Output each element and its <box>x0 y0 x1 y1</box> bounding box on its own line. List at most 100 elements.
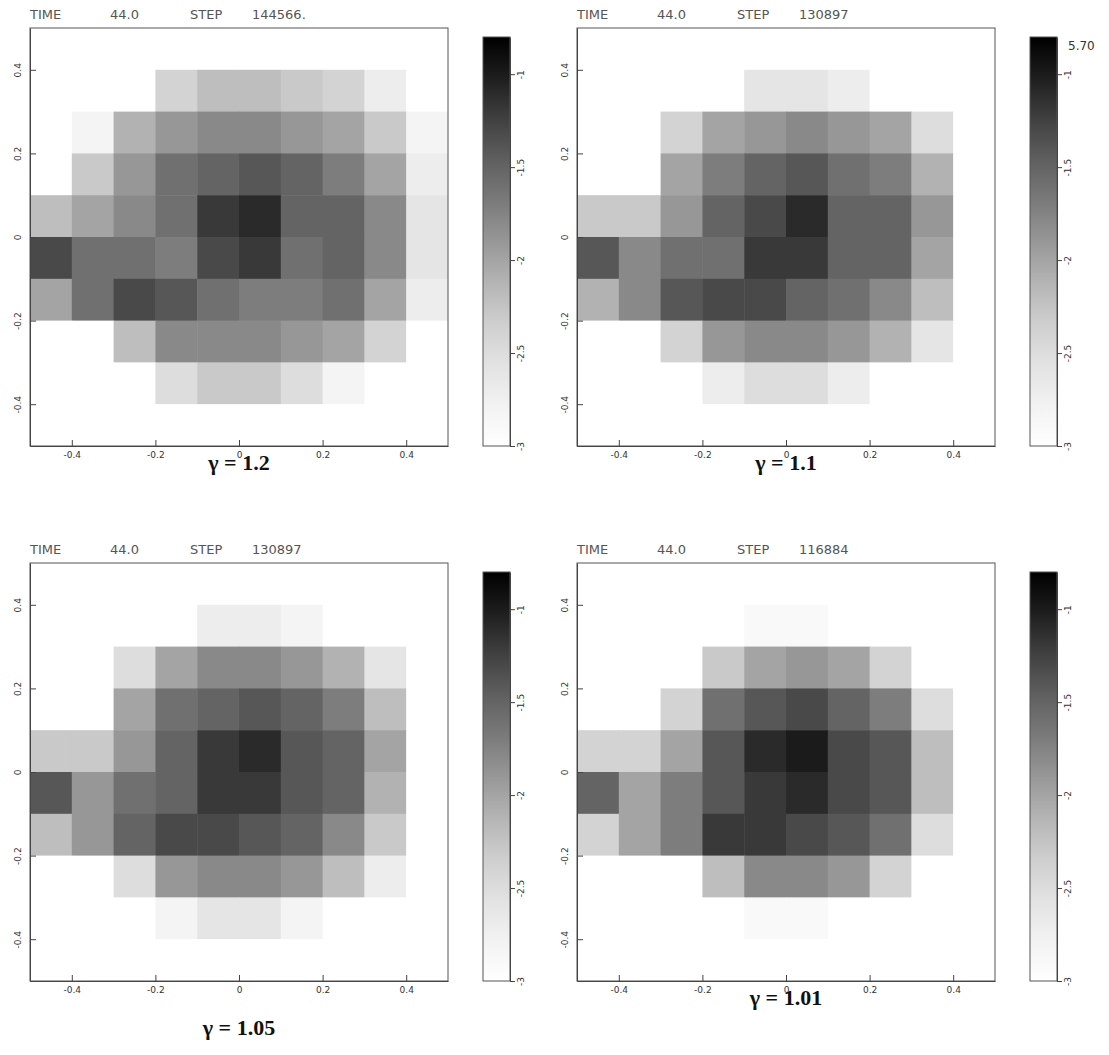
x-tick: 0.4 <box>947 975 962 995</box>
x-tick-label: -0.2 <box>147 450 165 460</box>
x-tick: 0.4 <box>947 440 962 460</box>
colorbar-tick-mark <box>1057 446 1062 447</box>
y-tick-mark <box>577 237 583 238</box>
colorbar-tick: -1 <box>1057 605 1073 614</box>
y-tick: 0.2 <box>560 682 583 696</box>
y-tick-label: -0.2 <box>13 312 23 330</box>
colorbar-axis-line <box>510 38 511 447</box>
cell <box>870 730 912 772</box>
y-tick: -0.2 <box>560 312 583 330</box>
cell <box>702 153 744 195</box>
cell <box>786 814 828 856</box>
cell <box>72 112 114 154</box>
cell <box>114 28 156 70</box>
cell <box>364 70 406 112</box>
panel: -0.4-0.200.20.4-0.4-0.200.20.4-1-1.5-2-2… <box>13 7 526 460</box>
cell <box>702 321 744 363</box>
x-tick: -0.2 <box>147 440 165 460</box>
cell <box>577 856 619 898</box>
cell <box>323 688 365 730</box>
colorbar-tick-mark <box>1057 353 1062 354</box>
cell <box>72 772 114 814</box>
cell <box>114 237 156 279</box>
colorbar-tick: -1.5 <box>1057 159 1073 177</box>
cell <box>364 563 406 605</box>
panel-title: γ = 1.1 <box>754 450 816 475</box>
cell <box>239 563 281 605</box>
cell <box>281 195 323 237</box>
y-tick-label: 0.4 <box>560 63 570 78</box>
cell <box>911 70 953 112</box>
cell <box>155 730 197 772</box>
cell <box>619 730 661 772</box>
cell <box>239 321 281 363</box>
cell <box>239 939 281 981</box>
cell <box>197 112 239 154</box>
cell <box>870 647 912 689</box>
cell <box>155 153 197 195</box>
cell <box>619 814 661 856</box>
cell <box>30 647 72 689</box>
cell <box>197 856 239 898</box>
cell <box>870 897 912 939</box>
cell <box>911 321 953 363</box>
cell <box>702 730 744 772</box>
cell <box>870 28 912 70</box>
plot-frame <box>30 563 448 981</box>
cell <box>30 70 72 112</box>
y-axis: -0.4-0.200.20.4 <box>13 29 36 447</box>
cell <box>953 153 995 195</box>
colorbar-tick-label: -2 <box>516 256 526 265</box>
cell <box>72 404 114 446</box>
cell <box>911 688 953 730</box>
cell <box>577 404 619 446</box>
page-note: 5.70 <box>1068 39 1095 53</box>
colorbar-tick-mark <box>510 353 515 354</box>
cell <box>911 563 953 605</box>
colorbar-tick-mark <box>510 609 515 610</box>
cell <box>953 404 995 446</box>
cell <box>155 362 197 404</box>
cell <box>577 814 619 856</box>
cell <box>744 237 786 279</box>
y-tick-label: -0.4 <box>560 931 570 949</box>
colorbar: -1-1.5-2-2.5-3 <box>1030 572 1073 986</box>
cell <box>30 814 72 856</box>
cell <box>911 28 953 70</box>
cell <box>786 195 828 237</box>
y-tick-mark <box>30 321 36 322</box>
colorbar-tick-mark <box>1057 795 1062 796</box>
cell <box>281 362 323 404</box>
cell <box>953 897 995 939</box>
panel-title: γ = 1.01 <box>749 985 822 1010</box>
cell <box>114 563 156 605</box>
cell <box>577 563 619 605</box>
cell <box>828 563 870 605</box>
cell <box>577 362 619 404</box>
cell <box>870 321 912 363</box>
cell <box>197 605 239 647</box>
cell <box>744 563 786 605</box>
header-step-label: STEP <box>737 542 769 557</box>
y-tick-label: 0.4 <box>13 598 23 613</box>
cell <box>323 28 365 70</box>
colorbar-tick: -1.5 <box>510 694 526 712</box>
colorbar-tick-mark <box>510 260 515 261</box>
cell <box>197 362 239 404</box>
colorbar-tick-label: -2.5 <box>516 880 526 898</box>
cell <box>786 112 828 154</box>
cell <box>323 404 365 446</box>
cell <box>702 279 744 321</box>
y-tick-mark <box>577 404 583 405</box>
cell <box>72 153 114 195</box>
cell <box>197 279 239 321</box>
cell <box>870 237 912 279</box>
x-tick-mark <box>953 975 954 981</box>
plot-frame <box>577 28 995 446</box>
cell <box>786 28 828 70</box>
cell <box>72 856 114 898</box>
x-tick-mark <box>155 440 156 446</box>
y-tick-mark <box>577 856 583 857</box>
cell <box>619 647 661 689</box>
x-tick-mark <box>870 440 871 446</box>
